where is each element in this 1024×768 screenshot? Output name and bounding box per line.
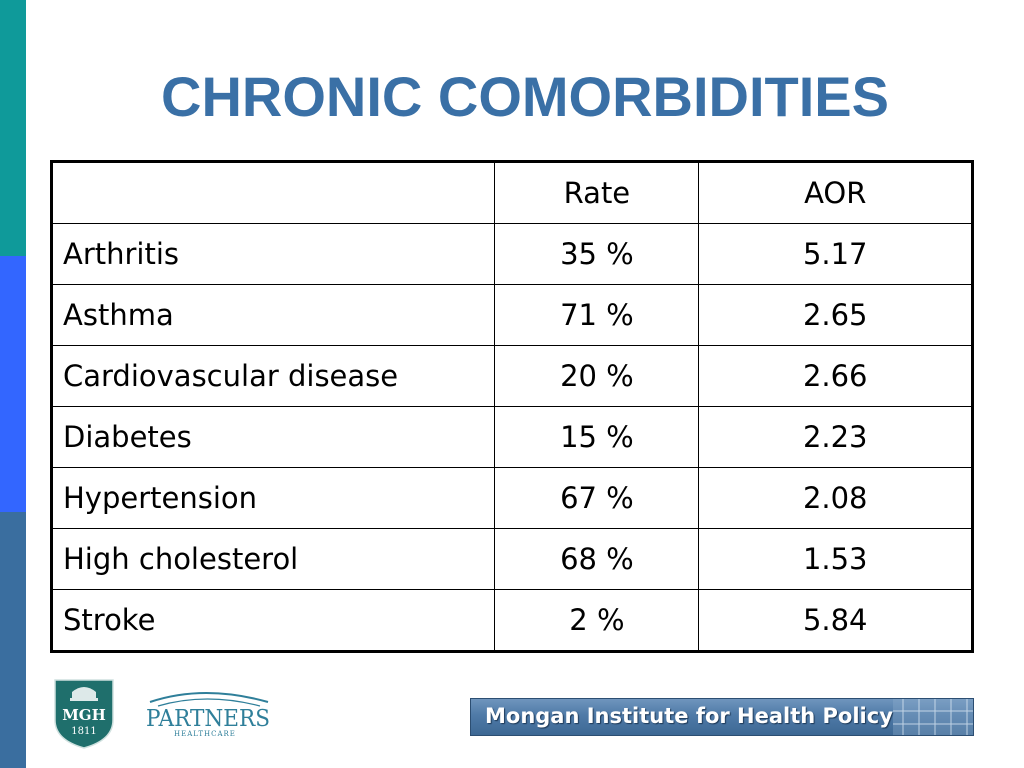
table-row: Diabetes 15 % 2.23	[50, 406, 973, 468]
partners-healthcare-logo: PARTNERS HEALTHCARE	[146, 692, 270, 738]
table-row: Cardiovascular disease 20 % 2.66	[50, 345, 973, 407]
header-aor: AOR	[698, 161, 973, 224]
aor-cell: 2.23	[698, 406, 973, 468]
table-row: Hypertension 67 % 2.08	[50, 467, 973, 529]
aor-cell: 2.65	[698, 284, 973, 346]
aor-cell: 2.08	[698, 467, 973, 529]
table-row: High cholesterol 68 % 1.53	[50, 528, 973, 590]
slide-title: CHRONIC COMORBIDITIES	[161, 65, 889, 128]
condition-cell: Stroke	[50, 589, 496, 652]
rate-cell: 20 %	[494, 345, 700, 407]
left-strip-teal	[0, 0, 26, 256]
condition-cell: Cardiovascular disease	[50, 345, 496, 407]
table-row: Stroke 2 % 5.84	[50, 589, 973, 652]
rate-cell: 2 %	[494, 589, 700, 652]
left-strip-steel	[0, 512, 26, 768]
condition-cell: Hypertension	[50, 467, 496, 529]
header-rate: Rate	[494, 161, 700, 224]
table-row: Arthritis 35 % 5.17	[50, 223, 973, 285]
partners-logo-sub: HEALTHCARE	[174, 730, 236, 738]
aor-cell: 5.17	[698, 223, 973, 285]
comorbidities-table: Rate AOR Arthritis 35 % 5.17 Asthma 71 %…	[50, 160, 974, 653]
condition-cell: Arthritis	[50, 223, 496, 285]
mongan-banner-text: Mongan Institute for Health Policy	[485, 704, 893, 728]
rate-cell: 15 %	[494, 406, 700, 468]
aor-cell: 1.53	[698, 528, 973, 590]
mongan-institute-banner: Mongan Institute for Health Policy	[470, 698, 974, 736]
building-icon	[893, 699, 973, 735]
condition-cell: Diabetes	[50, 406, 496, 468]
rate-cell: 67 %	[494, 467, 700, 529]
rate-cell: 68 %	[494, 528, 700, 590]
rate-cell: 71 %	[494, 284, 700, 346]
partners-logo-name: PARTNERS	[146, 706, 270, 732]
aor-cell: 5.84	[698, 589, 973, 652]
condition-cell: High cholesterol	[50, 528, 496, 590]
header-condition	[50, 161, 496, 224]
table-row: Asthma 71 % 2.65	[50, 284, 973, 346]
left-strip-blue	[0, 256, 26, 512]
rate-cell: 35 %	[494, 223, 700, 285]
mgh-logo-name: MGH	[62, 706, 106, 724]
table-header-row: Rate AOR	[50, 161, 973, 224]
aor-cell: 2.66	[698, 345, 973, 407]
condition-cell: Asthma	[50, 284, 496, 346]
mgh-logo: MGH 1811	[54, 679, 114, 749]
mgh-logo-year: 1811	[71, 726, 96, 737]
